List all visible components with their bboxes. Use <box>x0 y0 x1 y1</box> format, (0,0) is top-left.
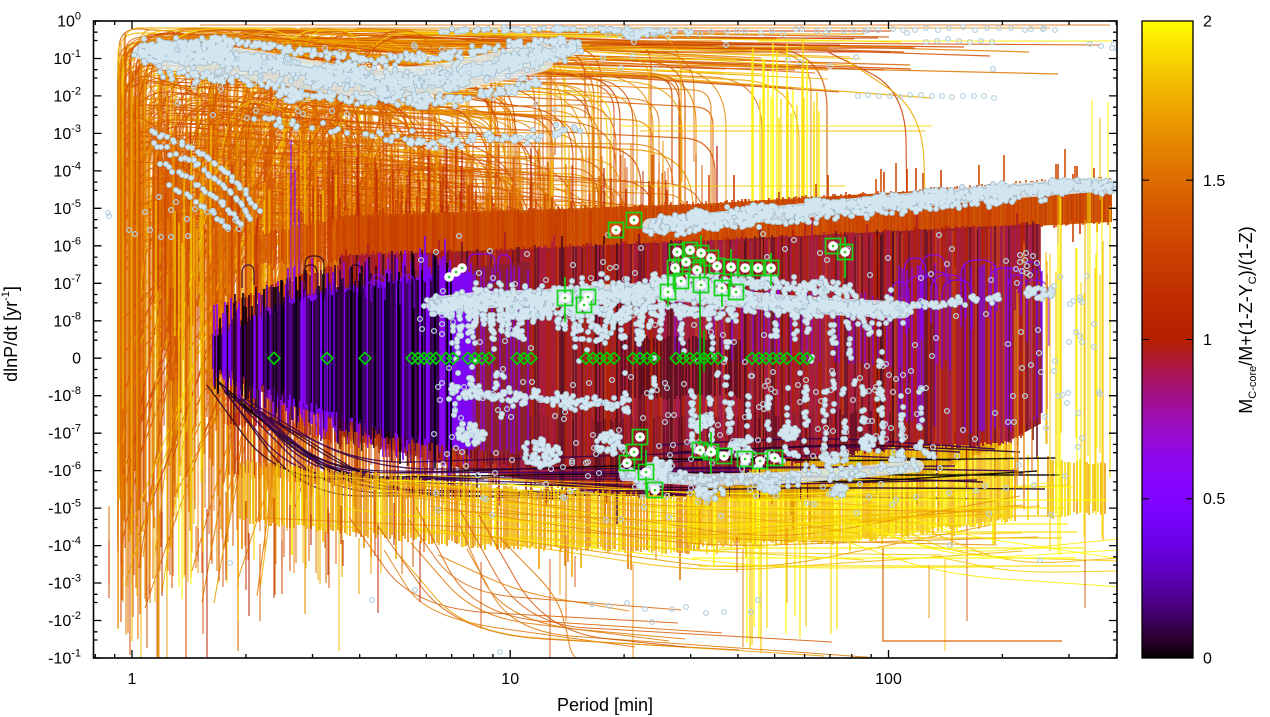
svg-text:Period [min]: Period [min] <box>557 695 653 715</box>
svg-text:2: 2 <box>1203 14 1212 31</box>
svg-text:1: 1 <box>128 671 137 688</box>
svg-text:0: 0 <box>1203 651 1212 668</box>
svg-text:100: 100 <box>875 671 902 688</box>
svg-text:10: 10 <box>501 671 519 688</box>
svg-text:0.5: 0.5 <box>1203 491 1225 508</box>
svg-text:1: 1 <box>1203 332 1212 349</box>
svg-text:dlnP/dt [yr-1]: dlnP/dt [yr-1] <box>0 286 21 382</box>
svg-text:1.5: 1.5 <box>1203 173 1225 190</box>
svg-text:0: 0 <box>72 351 81 368</box>
